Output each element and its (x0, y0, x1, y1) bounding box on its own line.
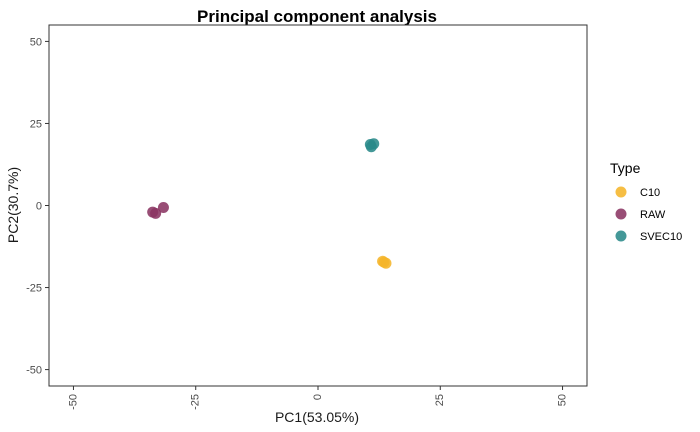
legend-label-c10: C10 (640, 187, 660, 199)
legend-key-raw (615, 208, 627, 220)
legend: Type C10 RAW SVEC10 (610, 160, 682, 243)
data-point-svec10-3 (365, 141, 377, 153)
x-tick-label: -25 (190, 394, 202, 410)
legend-key-svec10 (615, 230, 627, 242)
data-point-c10-3 (378, 256, 390, 268)
legend-key-c10 (615, 186, 627, 198)
y-tick-label: 0 (36, 201, 42, 213)
data-point-raw-2 (150, 207, 162, 219)
data-point-raw-3 (157, 201, 169, 213)
legend-title: Type (610, 160, 641, 176)
chart-title: Principal component analysis (197, 7, 437, 26)
x-tick-label: 25 (434, 394, 446, 406)
x-tick-label: -50 (67, 394, 79, 410)
x-tick-label: 0 (312, 394, 324, 400)
legend-label-raw: RAW (640, 209, 666, 221)
y-tick-label: 50 (30, 36, 42, 48)
y-tick-label: -50 (26, 365, 42, 377)
legend-label-svec10: SVEC10 (640, 231, 682, 243)
y-tick-label: 25 (30, 118, 42, 130)
x-tick-label: 50 (556, 394, 568, 406)
y-tick-label: -25 (26, 283, 42, 295)
x-axis-label: PC1(53.05%) (275, 409, 359, 425)
plot-panel (48, 24, 588, 387)
y-axis-label: PC2(30.7%) (5, 167, 21, 243)
